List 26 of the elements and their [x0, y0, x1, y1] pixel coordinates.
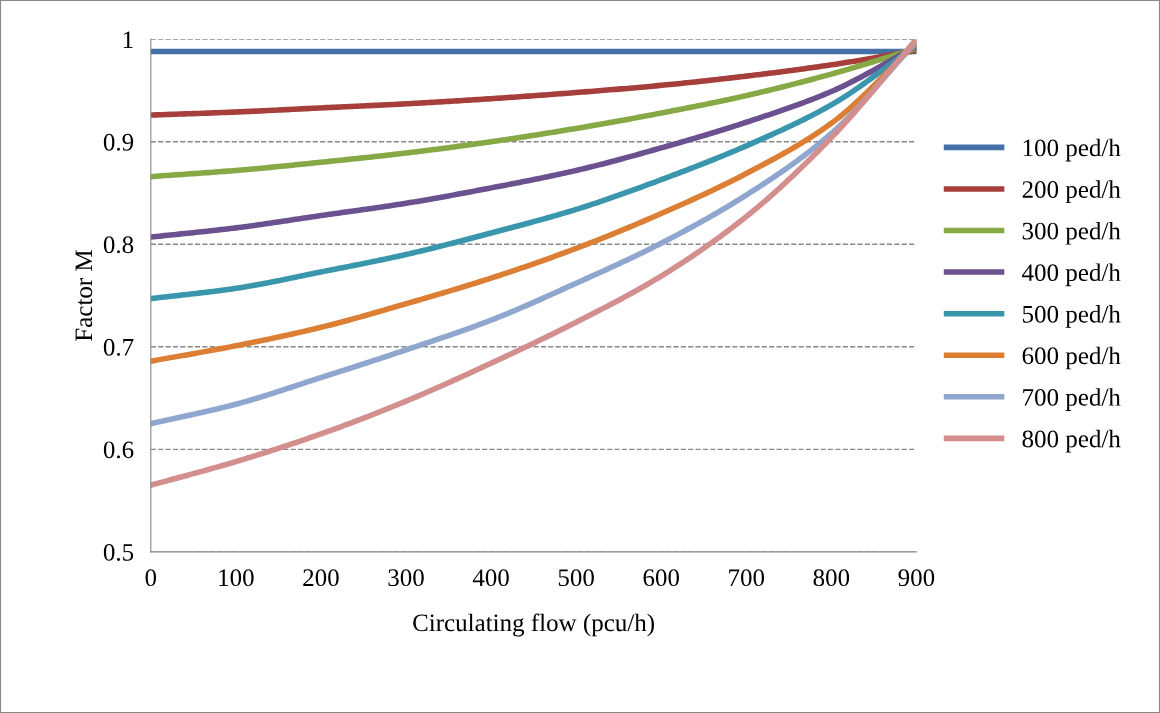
- x-tick-label: 800: [813, 569, 850, 587]
- legend-label: 400 ped/h: [1022, 263, 1121, 287]
- legend-label: 700 ped/h: [1023, 388, 1121, 411]
- legend-label: 100 ped/h: [1023, 138, 1121, 162]
- legend-label: 500 ped/h: [1023, 305, 1121, 328]
- x-tick-label: 400: [472, 569, 509, 587]
- x-tick-label: 900: [898, 569, 935, 587]
- legend-label: 600 ped/h: [1022, 346, 1121, 370]
- x-tick-label: 600: [643, 569, 679, 587]
- x-tick-label: 700: [729, 569, 765, 587]
- y-tick-label: 0.9: [103, 133, 134, 151]
- x-tick-label: 300: [388, 569, 424, 587]
- x-tick-label: 200: [303, 569, 339, 587]
- y-tick-label: 0.5: [103, 543, 134, 561]
- legend-label: 200 ped/h: [1022, 180, 1121, 204]
- y-tick-label: 0.7: [103, 338, 134, 356]
- y-tick-label: 0.6: [103, 441, 134, 459]
- legend-label: 800 ped/h: [1022, 429, 1121, 453]
- y-axis-title: Factor M: [75, 250, 93, 341]
- legend-label: 300 ped/h: [1022, 221, 1121, 245]
- y-tick-label: 1: [123, 31, 133, 48]
- x-tick-label: 500: [558, 569, 594, 587]
- x-tick-label: 100: [219, 569, 254, 587]
- y-tick-label: 0.8: [103, 236, 134, 254]
- x-axis-title: Circulating flow (pcu/h): [413, 613, 654, 637]
- x-tick-label: 0: [145, 569, 157, 587]
